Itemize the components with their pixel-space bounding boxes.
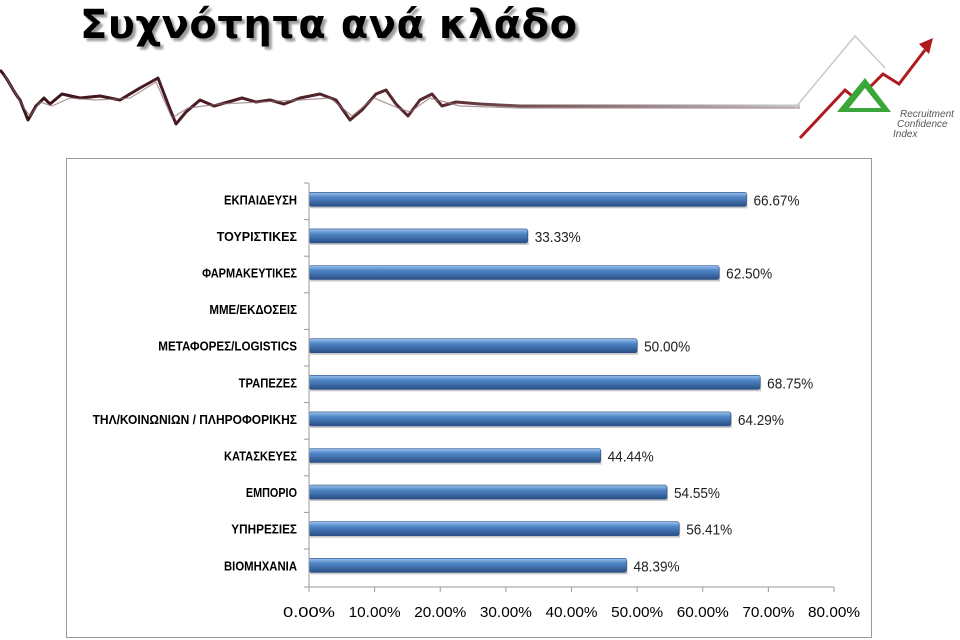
bar <box>308 521 680 537</box>
data-label: 62.50% <box>726 266 772 283</box>
bar-chart: 66.67% 33.33% 62.50% 50.00% 68.75% 64.29% 44.4… <box>93 182 860 621</box>
data-label: 48.39% <box>634 558 680 575</box>
x-tick-label: 60.00% <box>677 604 729 621</box>
x-tick-label: 20.00% <box>414 604 466 621</box>
data-label: 33.33% <box>535 229 581 246</box>
recruitment-confidence-index-logo: Recruitment Confidence Index <box>795 34 955 140</box>
bar <box>308 265 720 280</box>
x-tick-label: 10.00% <box>349 604 401 621</box>
bar <box>308 191 747 207</box>
category-label: ΜΕΤΑΦΟΡΕΣ/LOGISTICS <box>158 339 297 354</box>
data-label: 44.44% <box>608 449 654 466</box>
heartbeat-banner <box>0 68 800 126</box>
data-label: 56.41% <box>686 522 732 539</box>
category-label: ΕΚΠΑΙΔΕΥΣΗ <box>224 192 297 207</box>
bar <box>308 484 668 500</box>
category-label: ΒΙΟΜΗΧΑΝΙΑ <box>224 558 298 573</box>
bar <box>308 448 601 463</box>
category-label: ΕΜΠΟΡΙΟ <box>246 485 297 500</box>
category-label: ΦΑΡΜΑΚΕΥΤΙΚΕΣ <box>202 266 297 281</box>
logo-text-line-2: Confidence <box>897 119 948 130</box>
category-label: ΥΠΗΡΕΣΙΕΣ <box>231 522 297 537</box>
data-label: 54.55% <box>674 485 720 502</box>
data-label: 68.75% <box>767 375 813 392</box>
logo-text-line-1: Recruitment <box>900 109 955 120</box>
bar <box>308 338 638 353</box>
bar <box>308 557 627 573</box>
bar <box>308 228 529 244</box>
data-label: 64.29% <box>738 412 784 429</box>
x-tick-label: 80.00% <box>808 604 860 621</box>
chart-frame: 66.67% 33.33% 62.50% 50.00% 68.75% 64.29% 44.4… <box>66 158 872 638</box>
bar <box>308 375 761 390</box>
category-label: ΤΡΑΠΕΖΕΣ <box>239 375 298 390</box>
x-tick-label: 30.00% <box>480 604 532 621</box>
category-label: ΚΑΤΑΣΚΕΥΕΣ <box>224 449 297 464</box>
arrow-head-icon <box>919 38 933 54</box>
category-label: ΤΟΥΡΙΣΤΙΚΕΣ <box>217 229 297 244</box>
bar <box>308 411 732 427</box>
x-tick-label: 50.00% <box>611 604 663 621</box>
data-label: 66.67% <box>754 192 800 209</box>
category-label: ΜΜΕ/ΕΚΔΟΣΕΙΣ <box>209 302 297 317</box>
page-title: Συχνότητα ανά κλάδο <box>80 2 578 48</box>
x-tick-label: 40.00% <box>546 604 598 621</box>
logo-text-line-3: Index <box>893 129 918 140</box>
category-label: ΤΗΛ/ΚΟΙΝΩΝΙΩΝ / ΠΛΗΡΟΦΟΡΙΚΗΣ <box>93 412 298 427</box>
x-tick-label: 0.00% <box>283 604 335 621</box>
x-tick-label: 70.00% <box>742 604 794 621</box>
data-label: 50.00% <box>644 339 690 356</box>
